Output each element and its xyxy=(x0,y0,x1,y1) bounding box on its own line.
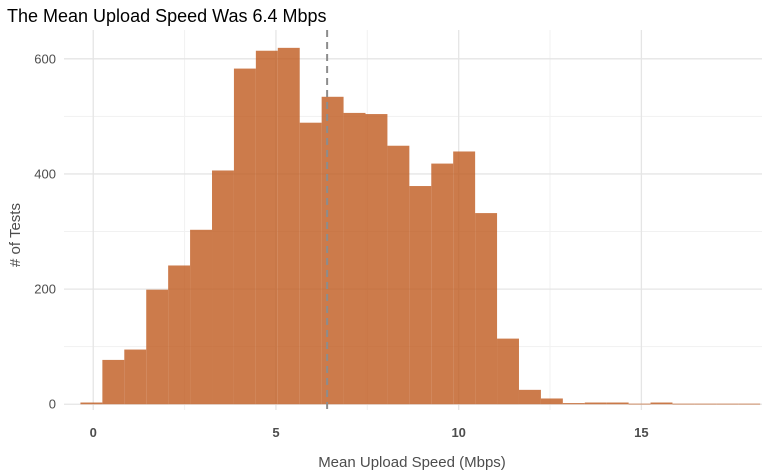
y-tick-label: 0 xyxy=(49,397,56,412)
histogram-bar xyxy=(80,402,103,405)
histogram-bar xyxy=(540,398,563,405)
histogram-bar xyxy=(190,229,213,405)
y-tick-label: 600 xyxy=(34,51,56,66)
histogram-bar xyxy=(409,186,432,405)
y-axis-ticks: 0 200 400 600 xyxy=(34,51,56,411)
x-tick-label: 0 xyxy=(90,425,97,440)
histogram-bar xyxy=(497,338,519,405)
y-tick-label: 400 xyxy=(34,166,56,181)
x-tick-label: 5 xyxy=(272,425,279,440)
y-axis-label: # of Tests xyxy=(7,203,24,267)
histogram-bar xyxy=(716,403,739,405)
histogram-bar xyxy=(387,145,410,405)
chart-title: The Mean Upload Speed Was 6.4 Mbps xyxy=(7,6,327,26)
histogram-bar xyxy=(453,151,476,405)
histogram-bar xyxy=(738,403,761,405)
histogram-bar xyxy=(277,47,300,405)
histogram-bar xyxy=(518,389,541,405)
histogram-bar xyxy=(562,403,585,405)
histogram-bar xyxy=(255,50,278,405)
histogram-bar xyxy=(650,402,673,405)
histogram-bar xyxy=(365,114,388,405)
x-axis-label: Mean Upload Speed (Mbps) xyxy=(318,454,506,471)
histogram-bar xyxy=(299,122,322,405)
histogram-bar xyxy=(321,96,344,405)
x-tick-label: 15 xyxy=(634,425,648,440)
histogram-bar xyxy=(606,402,629,405)
histogram-bar xyxy=(343,112,366,405)
histogram-bar xyxy=(584,402,607,405)
histogram-bar xyxy=(475,213,498,405)
histogram-bar xyxy=(168,265,191,405)
x-tick-label: 10 xyxy=(451,425,465,440)
histogram-bar xyxy=(146,289,169,405)
histogram-bar xyxy=(124,349,147,405)
x-axis-ticks: 0 5 10 15 xyxy=(90,425,649,440)
histogram-bar xyxy=(672,403,695,405)
histogram-bar xyxy=(212,170,234,405)
histogram-bar xyxy=(628,403,651,405)
histogram-bar xyxy=(431,163,454,405)
y-tick-label: 200 xyxy=(34,282,56,297)
histogram-bar xyxy=(694,403,717,405)
histogram-bar xyxy=(233,68,256,405)
histogram-bars xyxy=(80,47,761,405)
histogram-bar xyxy=(102,359,125,405)
